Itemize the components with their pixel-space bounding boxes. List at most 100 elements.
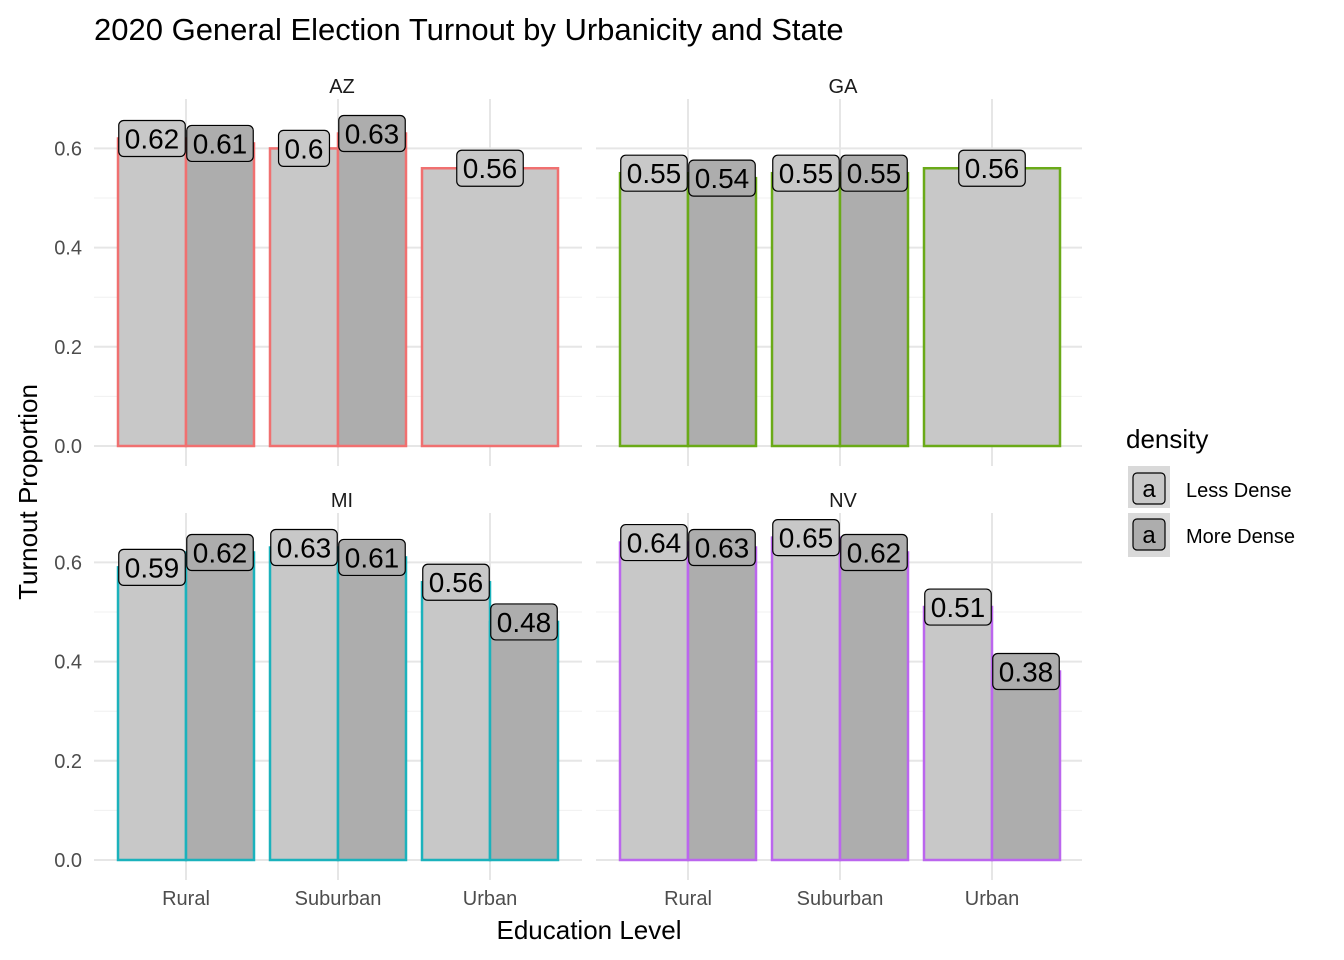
bar-value-text: 0.54 bbox=[695, 163, 750, 194]
legend-title: density bbox=[1126, 424, 1208, 454]
bar-less-dense bbox=[618, 541, 690, 862]
data-label-less-dense: 0.56 bbox=[422, 563, 490, 601]
bar-value-text: 0.61 bbox=[345, 542, 400, 573]
data-label-less-dense: 0.55 bbox=[772, 154, 840, 192]
bar-value-text: 0.56 bbox=[429, 567, 484, 598]
bar-value-box bbox=[992, 652, 1060, 691]
bar-less-dense bbox=[116, 566, 188, 862]
bar-value-box bbox=[772, 518, 840, 557]
bar-value-box bbox=[620, 154, 688, 192]
bar-more-dense bbox=[686, 546, 758, 862]
data-label-less-dense: 0.63 bbox=[270, 528, 338, 567]
data-label-less-dense: 0.65 bbox=[772, 518, 840, 557]
bar-value-box bbox=[186, 533, 254, 572]
data-label-more-dense: 0.38 bbox=[992, 652, 1060, 691]
bar-value-text: 0.63 bbox=[345, 119, 400, 150]
bar-less-dense bbox=[420, 580, 492, 862]
bar-value-box bbox=[620, 523, 688, 562]
bar-value-box bbox=[422, 563, 490, 601]
bar-less-dense bbox=[116, 137, 188, 448]
bar-less-dense bbox=[618, 171, 690, 448]
bar-value-text: 0.51 bbox=[931, 592, 986, 623]
bar-value-box bbox=[277, 129, 331, 167]
y-tick-label: 0.6 bbox=[54, 138, 82, 160]
panel-mi: MI 0.0 0.2 0.4 0.6 Rural Suburban Urban bbox=[54, 490, 582, 910]
panel-strip-label: GA bbox=[829, 76, 859, 98]
data-label-less-dense: 0.6 bbox=[277, 129, 331, 167]
bar-value-box bbox=[490, 603, 558, 641]
bar-more-dense bbox=[686, 176, 758, 448]
bar-value-box bbox=[772, 154, 840, 192]
legend-key-less-dense-label-box bbox=[1132, 472, 1166, 505]
bar-value-text: 0.63 bbox=[695, 533, 750, 564]
bar-value-text: 0.55 bbox=[627, 158, 682, 189]
bar-less-dense bbox=[268, 546, 340, 862]
panel-az: AZ 0.0 0.2 0.4 0.6 bbox=[54, 76, 582, 466]
bar-value-text: 0.56 bbox=[463, 153, 518, 184]
panel-strip-label: NV bbox=[829, 490, 857, 512]
bar-more-dense bbox=[838, 171, 910, 448]
bar-more-dense bbox=[990, 670, 1062, 862]
data-label-more-dense: 0.63 bbox=[688, 528, 756, 567]
bar-value-text: 0.62 bbox=[125, 123, 180, 154]
bar-value-text: 0.62 bbox=[193, 537, 248, 568]
bar-less-dense bbox=[922, 166, 1062, 448]
data-label-less-dense: 0.62 bbox=[118, 119, 186, 158]
bar-value-box bbox=[688, 159, 756, 197]
x-tick-label: Urban bbox=[965, 888, 1019, 910]
panel-strip-label: AZ bbox=[329, 76, 355, 98]
panels-layer: AZ 0.0 0.2 0.4 0.6 GA MI 0.0 0.2 0.4 0.6 Rural Subur… bbox=[54, 76, 1082, 910]
data-label-less-dense: 0.56 bbox=[456, 149, 524, 187]
bar-value-text: 0.6 bbox=[285, 133, 324, 164]
bar-less-dense bbox=[420, 166, 560, 448]
bar-less-dense bbox=[268, 147, 340, 448]
x-tick-label: Rural bbox=[162, 888, 210, 910]
bar-value-text: 0.62 bbox=[847, 537, 902, 568]
bar-value-box bbox=[118, 548, 186, 586]
bar-more-dense bbox=[184, 142, 256, 448]
bar-value-box bbox=[338, 538, 406, 577]
x-tick-label: Suburban bbox=[295, 888, 382, 910]
bar-value-text: 0.56 bbox=[965, 153, 1020, 184]
data-label-less-dense: 0.56 bbox=[958, 149, 1026, 187]
bar-value-text: 0.63 bbox=[277, 533, 332, 564]
data-label-more-dense: 0.62 bbox=[840, 533, 908, 572]
bar-value-text: 0.59 bbox=[125, 552, 180, 583]
legend-key-less-dense-glyph: a bbox=[1142, 476, 1156, 503]
y-tick-label: 0.2 bbox=[54, 337, 82, 359]
bar-value-box bbox=[338, 114, 406, 153]
panel-ga: GA bbox=[596, 76, 1082, 466]
x-tick-label: Urban bbox=[463, 888, 517, 910]
bar-value-box bbox=[186, 124, 254, 163]
chart-title: 2020 General Election Turnout by Urbanic… bbox=[94, 12, 844, 47]
y-tick-label: 0.4 bbox=[54, 238, 82, 260]
legend-label-less-dense: Less Dense bbox=[1186, 480, 1292, 502]
bar-value-text: 0.55 bbox=[847, 158, 902, 189]
legend-key-more-dense-glyph: a bbox=[1142, 522, 1156, 549]
bar-more-dense bbox=[488, 620, 560, 862]
bar-value-box bbox=[958, 149, 1026, 187]
bar-more-dense bbox=[838, 551, 910, 862]
bar-less-dense bbox=[922, 605, 994, 862]
bar-value-box bbox=[118, 119, 186, 158]
panel-strip-label: MI bbox=[331, 490, 353, 512]
data-label-less-dense: 0.51 bbox=[924, 588, 992, 626]
bar-more-dense bbox=[336, 132, 408, 448]
y-tick-label: 0.0 bbox=[54, 436, 82, 458]
bar-more-dense bbox=[184, 551, 256, 862]
bar-less-dense bbox=[770, 536, 842, 862]
data-label-more-dense: 0.48 bbox=[490, 603, 558, 641]
bar-value-box bbox=[688, 528, 756, 567]
data-label-more-dense: 0.63 bbox=[338, 114, 406, 153]
bar-value-text: 0.55 bbox=[779, 158, 834, 189]
bar-value-text: 0.65 bbox=[779, 523, 834, 554]
x-tick-label: Suburban bbox=[797, 888, 884, 910]
data-label-more-dense: 0.55 bbox=[840, 154, 908, 192]
bar-value-text: 0.38 bbox=[999, 657, 1054, 688]
bar-more-dense bbox=[336, 556, 408, 862]
y-axis-title: Turnout Proportion bbox=[13, 384, 43, 600]
legend: density a Less Dense a More Dense bbox=[1126, 424, 1295, 557]
x-tick-label: Rural bbox=[664, 888, 712, 910]
data-label-more-dense: 0.61 bbox=[186, 124, 254, 163]
